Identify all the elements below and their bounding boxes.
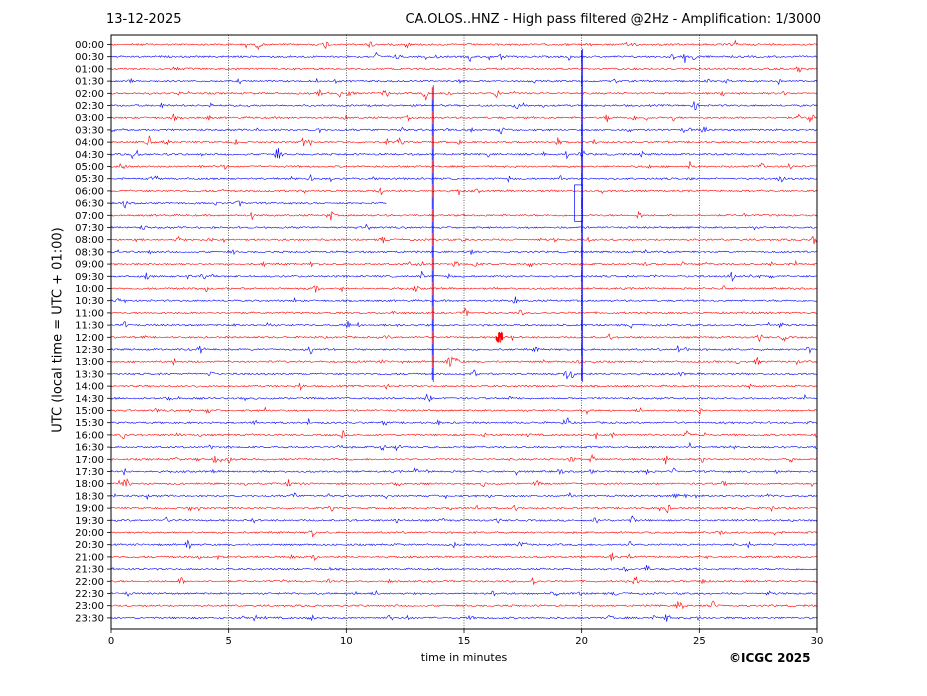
y-tick-label-1330: 13:30 (75, 369, 104, 380)
trace-0500 (110, 161, 818, 170)
y-tick-label-1030: 10:30 (75, 296, 104, 307)
y-tick-label-1500: 15:00 (75, 406, 104, 417)
trace-0930 (110, 271, 818, 282)
y-tick-label-0800: 08:00 (75, 235, 104, 246)
trace-1130 (110, 320, 818, 329)
y-tick-label-1730: 17:30 (75, 467, 104, 478)
trace-2030 (110, 539, 818, 550)
trace-1100 (110, 307, 818, 316)
trace-0430 (110, 147, 818, 160)
y-tick-label-0130: 01:30 (75, 77, 104, 88)
trace-0200 (110, 88, 818, 101)
trace-1930 (110, 515, 818, 524)
trace-2130 (110, 564, 818, 573)
y-tick-label-1600: 16:00 (75, 430, 104, 441)
y-tick-label-0830: 08:30 (75, 247, 104, 258)
y-tick-label-0230: 02:30 (75, 101, 104, 112)
y-tick-label-2230: 22:30 (75, 589, 104, 600)
y-tick-label-1000: 10:00 (75, 284, 104, 295)
y-tick-label-1800: 18:00 (75, 479, 104, 490)
y-tick-label-2300: 23:00 (75, 601, 104, 612)
y-tick-label-0900: 09:00 (75, 260, 104, 271)
x-tick-layer: 0 5 10 15 20 25 30 (108, 629, 824, 647)
y-tick-label-2030: 20:30 (75, 540, 104, 551)
x-tick-label-30: 30 (811, 636, 824, 647)
y-tick-label-2000: 20:00 (75, 528, 104, 539)
y-tick-label-0730: 07:30 (75, 223, 104, 234)
event-2-step (574, 184, 583, 222)
y-tick-label-1130: 11:30 (75, 321, 104, 332)
y-tick-label-0400: 04:00 (75, 138, 104, 149)
y-tick-label-2330: 23:30 (75, 613, 104, 624)
trace-2100 (110, 552, 818, 562)
trace-1730 (110, 467, 818, 476)
y-tick-label-1400: 14:00 (75, 382, 104, 393)
trace-1530 (110, 417, 818, 426)
y-tick-label-1100: 11:00 (75, 308, 104, 319)
trace-1400 (110, 383, 818, 391)
trace-1230 (110, 345, 818, 355)
y-tick-label-2200: 22:00 (75, 577, 104, 588)
trace-2230 (110, 590, 818, 597)
grid-layer (228, 35, 700, 629)
x-tick-label-0: 0 (108, 636, 114, 647)
x-tick-label-20: 20 (575, 636, 588, 647)
y-tick-label-1700: 17:00 (75, 455, 104, 466)
y-tick-label-0000: 00:00 (75, 40, 104, 51)
y-tick-label-0200: 02:00 (75, 89, 104, 100)
y-tick-label-1200: 12:00 (75, 333, 104, 344)
y-tick-label-0500: 05:00 (75, 162, 104, 173)
y-tick-label-1930: 19:30 (75, 516, 104, 527)
x-axis-label: time in minutes (420, 651, 508, 664)
y-tick-label-0630: 06:30 (75, 199, 104, 210)
y-tick-label-1530: 15:30 (75, 418, 104, 429)
y-tick-label-0530: 05:30 (75, 174, 104, 185)
chart-title: CA.OLOS..HNZ - High pass filtered @2Hz -… (405, 12, 821, 27)
y-tick-label-1900: 19:00 (75, 504, 104, 515)
trace-0130 (110, 77, 818, 86)
trace-1900 (110, 504, 818, 514)
trace-1630 (110, 441, 818, 452)
x-tick-label-25: 25 (693, 636, 706, 647)
y-tick-label-0030: 00:30 (75, 52, 104, 63)
y-tick-label-0100: 01:00 (75, 64, 104, 75)
trace-0030 (110, 51, 818, 64)
x-tick-label-10: 10 (340, 636, 353, 647)
y-tick-label-0600: 06:00 (75, 186, 104, 197)
y-tick-label-0300: 03:00 (75, 113, 104, 124)
trace-2300 (110, 600, 818, 610)
y-tick-label-0930: 09:30 (75, 272, 104, 283)
trace-0100 (110, 66, 818, 73)
x-tick-label-15: 15 (458, 636, 471, 647)
y-tick-label-1830: 18:30 (75, 491, 104, 502)
y-tick-label-0330: 03:30 (75, 125, 104, 136)
y-tick-label-1630: 16:30 (75, 443, 104, 454)
date-label: 13-12-2025 (106, 12, 182, 27)
trace-1000 (110, 285, 818, 293)
copyright-label: ©ICGC 2025 (729, 651, 811, 665)
trace-2200 (110, 576, 818, 586)
y-tick-label-1430: 14:30 (75, 394, 104, 405)
trace-1300 (110, 356, 818, 368)
trace-0630 (110, 200, 387, 209)
x-tick-label-5: 5 (225, 636, 231, 647)
y-tick-label-1300: 13:00 (75, 357, 104, 368)
plot-frame (110, 34, 818, 630)
y-tick-label-2130: 21:30 (75, 565, 104, 576)
event-3-burst (495, 331, 504, 343)
trace-0900 (110, 259, 818, 268)
y-tick-label-0700: 07:00 (75, 211, 104, 222)
trace-0600 (110, 187, 818, 196)
y-tick-label-0430: 04:30 (75, 150, 104, 161)
y-tick-label-2100: 21:00 (75, 552, 104, 563)
y-tick-label-1230: 12:30 (75, 345, 104, 356)
